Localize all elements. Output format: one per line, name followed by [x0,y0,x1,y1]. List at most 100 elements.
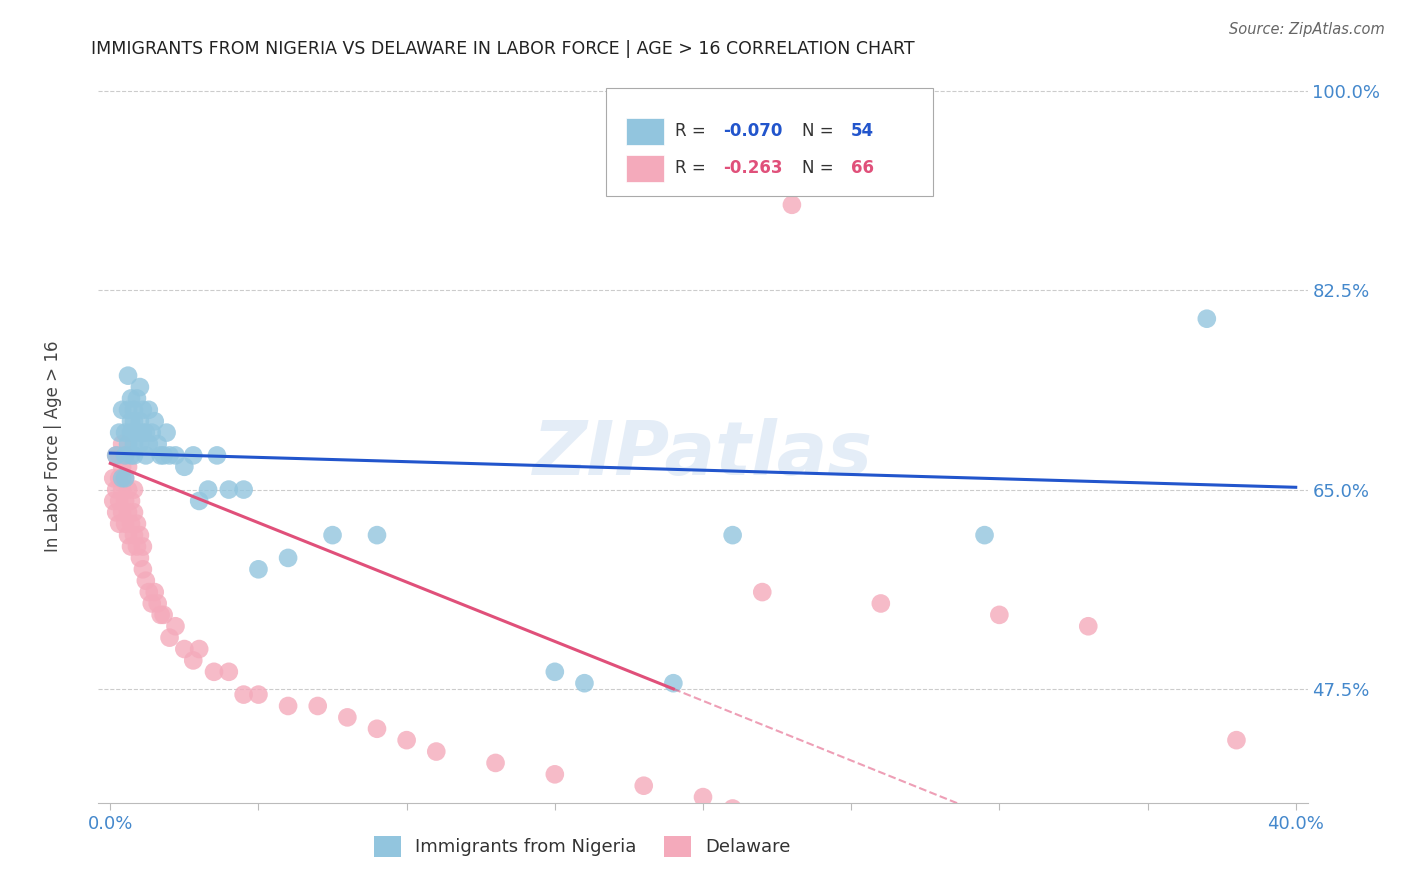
Point [108,516,131,531]
Point [143,585,166,599]
Point [218,665,240,679]
Point [973,528,995,542]
Point [129,437,152,451]
Text: ZIPatlas: ZIPatlas [533,418,873,491]
Point [146,597,169,611]
Point [141,425,163,440]
Text: N =: N = [803,122,839,140]
Point [159,631,181,645]
Point [125,540,148,554]
Point [232,688,254,702]
Point [120,494,142,508]
Point [122,483,145,497]
FancyBboxPatch shape [606,88,932,195]
Point [114,449,136,463]
Point [425,745,447,759]
Point [277,698,299,713]
Point [159,449,181,463]
Point [120,414,142,428]
Point [692,790,714,805]
Point [173,459,195,474]
Point [336,710,359,724]
Text: -0.263: -0.263 [724,160,783,178]
Legend: Immigrants from Nigeria, Delaware: Immigrants from Nigeria, Delaware [367,829,797,864]
Point [1195,311,1218,326]
Point [132,402,155,417]
Point [544,665,567,679]
Point [181,449,204,463]
Point [132,425,155,440]
Point [117,505,139,519]
Point [574,676,596,690]
Point [117,402,139,417]
Point [122,402,145,417]
FancyBboxPatch shape [626,118,664,145]
Point [165,449,187,463]
Point [1077,619,1099,633]
Point [120,516,142,531]
Point [132,540,155,554]
Point [114,425,136,440]
Point [114,449,136,463]
Point [114,494,136,508]
Point [122,528,145,542]
Point [105,449,128,463]
Point [181,653,204,667]
Point [117,459,139,474]
Point [122,414,145,428]
Point [484,756,506,770]
Point [111,471,134,485]
Point [120,540,142,554]
Point [117,528,139,542]
Point [633,779,655,793]
Point [117,368,139,383]
Text: R =: R = [675,160,711,178]
Point [988,607,1011,622]
Point [120,449,142,463]
Point [869,597,891,611]
Text: In Labor Force | Age > 16: In Labor Force | Age > 16 [45,340,62,552]
Point [138,585,160,599]
Point [135,574,157,588]
Point [143,414,166,428]
Point [125,516,148,531]
Point [202,665,225,679]
Point [135,449,157,463]
Point [366,528,388,542]
Point [114,471,136,485]
Point [111,459,134,474]
Point [122,437,145,451]
Text: 54: 54 [851,122,873,140]
Point [366,722,388,736]
Point [165,619,187,633]
Point [218,483,240,497]
Point [111,505,134,519]
Point [232,483,254,497]
Point [188,642,211,657]
Point [751,585,773,599]
Point [149,449,172,463]
Point [247,688,270,702]
Point [138,402,160,417]
Point [103,471,125,485]
Point [152,607,174,622]
Point [277,550,299,565]
Point [129,380,152,394]
Point [129,550,152,565]
Point [152,449,174,463]
Point [117,483,139,497]
Point [247,562,270,576]
Point [105,505,128,519]
Point [108,471,131,485]
Point [155,425,177,440]
Point [197,483,219,497]
Point [149,607,172,622]
Point [780,198,803,212]
Point [117,437,139,451]
Text: IMMIGRANTS FROM NIGERIA VS DELAWARE IN LABOR FORCE | AGE > 16 CORRELATION CHART: IMMIGRANTS FROM NIGERIA VS DELAWARE IN L… [91,40,915,58]
Point [188,494,211,508]
Point [111,402,134,417]
Point [173,642,195,657]
Point [114,471,136,485]
Text: Source: ZipAtlas.com: Source: ZipAtlas.com [1229,22,1385,37]
